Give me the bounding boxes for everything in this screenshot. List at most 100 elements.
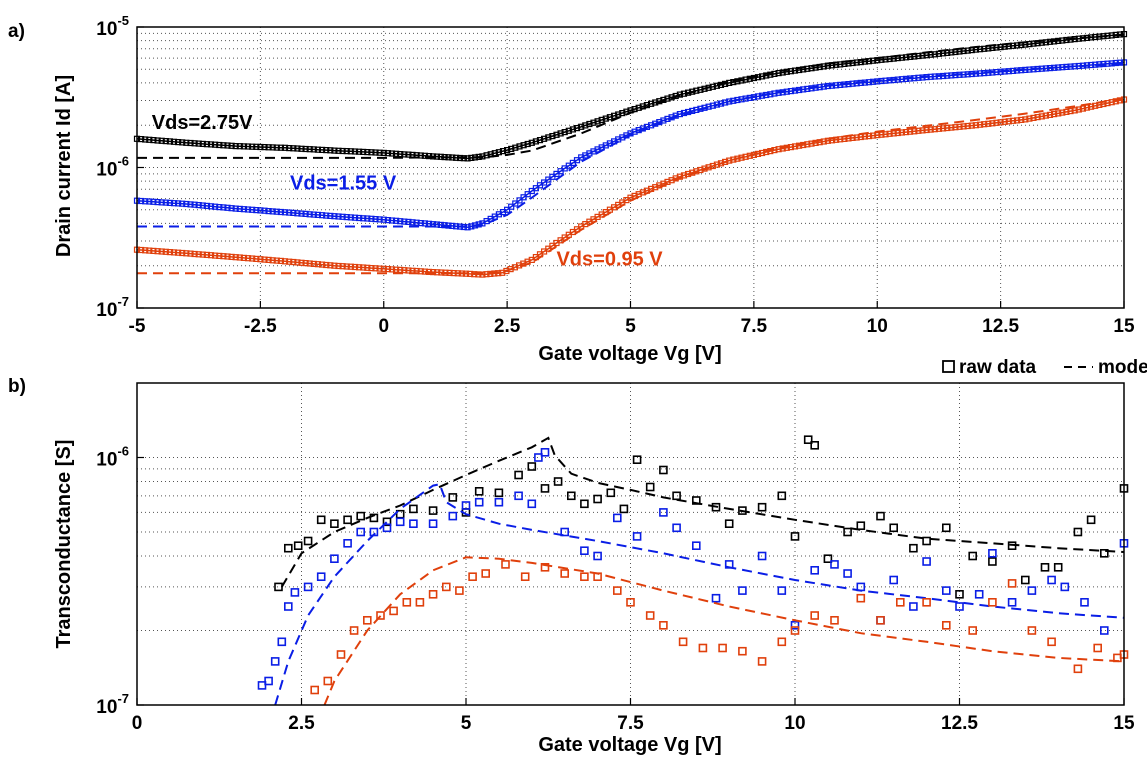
b-raw-point [494,488,504,498]
a-raw-marker [635,126,642,134]
a-raw-marker [327,262,334,269]
b-x-tick-label: 12.5 [941,713,978,734]
a-raw-marker [1087,61,1095,69]
a-raw-marker [479,271,486,278]
a-raw-marker [935,125,943,132]
a-raw-marker [356,148,363,155]
a-raw-marker [820,63,827,70]
a-raw-marker [158,248,165,255]
a-raw-marker [294,210,301,217]
a-series-0 [133,31,1128,162]
a-raw-marker [841,81,848,88]
a-raw-marker [286,209,293,216]
a-raw-marker [405,218,412,225]
a-raw-marker [1050,38,1058,45]
a-raw-marker [343,148,350,155]
a-raw-marker [364,215,371,222]
b-raw-point [593,572,602,582]
b-raw-point [810,565,820,575]
panel-a-y-axis-label: Drain current Id [A] [53,75,75,257]
a-raw-marker [668,94,675,101]
a-raw-marker [453,223,460,230]
a-raw-marker [170,138,178,145]
b-raw-point [264,676,273,686]
a-x-tick-label: 5 [625,316,636,337]
a-raw-marker [1050,64,1058,71]
legend-raw-marker [942,360,955,373]
a-raw-marker [853,80,860,87]
b-raw-point [580,499,589,509]
a-raw-marker [456,223,464,230]
a-raw-marker [800,86,807,93]
a-raw-marker [302,260,309,267]
a-raw-marker [639,125,646,132]
a-raw-marker [487,270,494,277]
a-x-tick-label: 15 [1113,316,1135,337]
a-raw-marker [1013,67,1021,74]
a-raw-marker [203,141,210,148]
b-raw-point [336,650,346,659]
a-raw-marker [216,141,223,149]
a-raw-marker [939,125,947,132]
a-raw-marker [1022,116,1029,123]
b-raw-point [566,491,576,501]
a-raw-marker [578,123,585,130]
a-raw-marker [664,95,671,102]
a-raw-marker [508,203,515,210]
a-raw-marker [763,91,770,99]
a-raw-marker [886,130,893,137]
a-raw-marker [146,136,153,143]
a-raw-marker [335,213,342,220]
a-raw-marker [721,99,729,106]
a-raw-marker [775,89,782,96]
b-raw-point [810,440,820,450]
a-raw-marker [952,48,959,56]
a-raw-marker [923,52,930,59]
a-raw-marker [335,262,342,270]
a-raw-marker [183,250,190,257]
a-raw-marker [705,103,712,110]
b-raw-point [389,606,398,616]
a-raw-marker [898,76,906,83]
a-raw-marker [911,128,918,135]
a-raw-marker [1022,41,1029,48]
a-raw-marker [837,61,844,68]
a-raw-marker [964,122,971,130]
a-raw-marker [158,137,165,144]
a-raw-marker [273,144,280,151]
a-raw-marker [380,216,387,223]
a-raw-marker [453,154,460,161]
a-raw-marker [240,254,247,261]
a-raw-marker [1013,42,1021,49]
a-raw-marker [1059,109,1066,116]
b-raw-point [395,517,405,527]
a-raw-marker [693,106,700,114]
a-raw-marker [384,266,391,273]
a-raw-marker [709,102,716,109]
a-raw-marker [915,74,922,81]
b-raw-point [724,519,734,529]
a-raw-marker [890,130,897,137]
a-raw-marker [179,249,186,257]
a-raw-marker [964,47,971,54]
a-raw-marker [302,210,309,217]
a-raw-marker [1108,60,1115,67]
a-raw-marker [985,69,992,76]
a-raw-marker [212,203,219,210]
a-raw-marker [468,154,475,161]
a-raw-marker [1096,101,1103,109]
a-raw-marker [652,99,659,106]
a-raw-marker [1104,32,1111,39]
b-raw-point [356,527,366,537]
b-raw-point [619,504,629,514]
a-raw-marker [257,256,264,263]
a-raw-marker [1071,63,1078,70]
b-raw-point [659,465,668,475]
b-raw-point [1020,575,1030,585]
a-raw-marker [446,269,453,276]
a-raw-marker [273,208,280,215]
a-raw-marker [684,170,692,178]
a-raw-marker [240,206,247,213]
a-raw-marker [1009,117,1017,124]
a-raw-marker [845,80,852,88]
